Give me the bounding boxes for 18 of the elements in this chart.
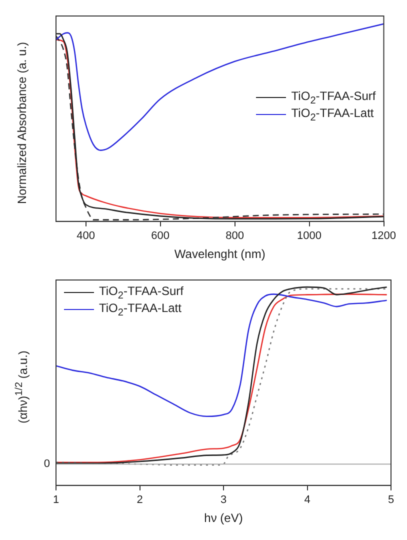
x-tick-label: 2 bbox=[136, 494, 143, 506]
x-tick-label: 5 bbox=[388, 494, 394, 506]
x-tick-label: 400 bbox=[76, 230, 95, 242]
x-tick-label: 1 bbox=[52, 494, 60, 506]
legend-label: TiO$_{2}$-TFAA-Surf bbox=[291, 88, 376, 106]
legend-label: TiO$_{2}$-TFAA-Latt bbox=[99, 300, 182, 318]
ref-line-label: 0 bbox=[44, 458, 50, 470]
x-axis-title: hν (eV) bbox=[204, 511, 243, 526]
x-tick-label: 800 bbox=[226, 230, 244, 242]
x-axis-title: Wavelenght (nm) bbox=[174, 247, 266, 262]
legend-label: TiO$_{2}$-TFAA-Latt bbox=[291, 106, 374, 123]
legend-label: TiO$_{2}$-TFAA-Surf bbox=[99, 284, 184, 302]
x-tick-label: 4 bbox=[304, 494, 310, 506]
x-tick-label: 600 bbox=[151, 230, 170, 242]
x-tick-label: 1000 bbox=[297, 230, 322, 242]
y-axis-title: Normalized Absorbance (a. u.) bbox=[15, 42, 29, 204]
x-tick-label: 3 bbox=[220, 494, 227, 506]
x-tick-label: 1200 bbox=[372, 230, 396, 242]
